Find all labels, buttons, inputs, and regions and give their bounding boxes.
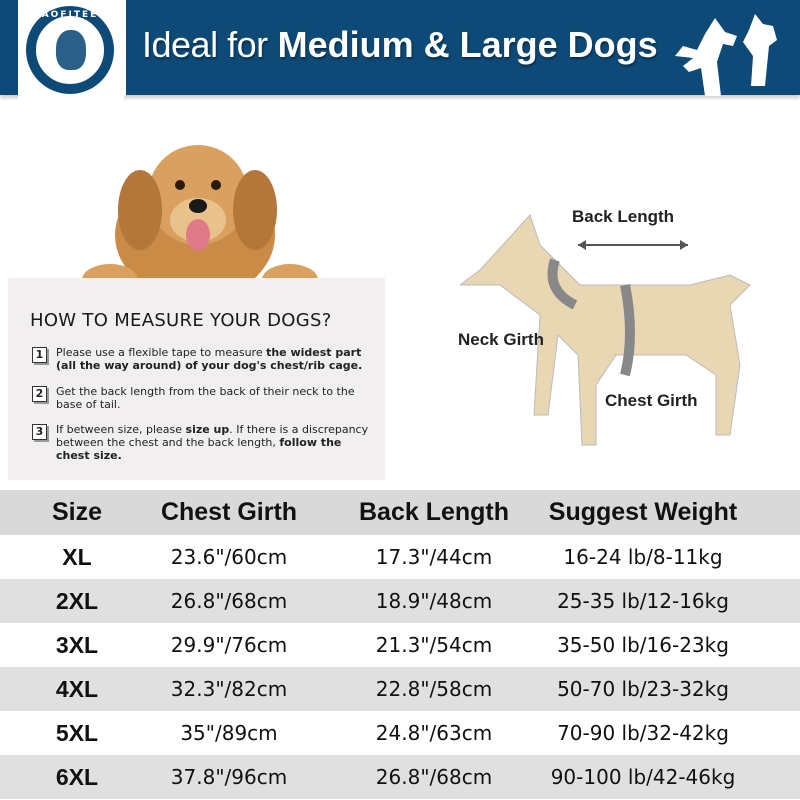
dogs-silhouette-icon xyxy=(675,14,777,96)
instruction-step: 1 Please use a flexible tape to measure t… xyxy=(32,346,377,372)
table-cell: 22.8"/58cm xyxy=(375,677,493,701)
table-row: 4XL 32.3"/82cm 22.8"/58cm 50-70 lb/23-32kg xyxy=(0,667,800,711)
table-cell: 5XL xyxy=(55,719,99,746)
instruction-step: 2 Get the back length from the back of th… xyxy=(32,385,377,411)
table-cell: 23.6"/60cm xyxy=(170,545,288,569)
instruction-step: 3 If between size, please size up. If the… xyxy=(32,423,377,462)
header-banner: Ideal for Medium & Large Dogs xyxy=(0,0,800,96)
table-cell: 35"/89cm xyxy=(180,721,278,745)
table-cell: XL xyxy=(62,543,92,570)
table-cell: 26.8"/68cm xyxy=(375,765,493,789)
table-cell: 2XL xyxy=(55,587,99,614)
table-cell: 29.9"/76cm xyxy=(170,633,288,657)
table-cell: 50-70 lb/23-32kg xyxy=(557,677,729,701)
golden-retriever-image xyxy=(82,145,318,300)
table-header-row: Size Chest Girth Back Length Suggest Weight xyxy=(0,490,800,535)
banner-title: Ideal for Medium & Large Dogs xyxy=(142,24,658,65)
table-cell: 32.3"/82cm xyxy=(170,677,288,701)
instructions-heading: HOW TO MEASURE YOUR DOGS? xyxy=(30,310,332,331)
back-length-label: Back Length xyxy=(572,207,675,226)
measuring-instructions: HOW TO MEASURE YOUR DOGS? 1 Please use a … xyxy=(8,278,385,480)
table-row: 2XL 26.8"/68cm 18.9"/48cm 25-35 lb/12-16kg xyxy=(0,579,800,623)
table-cell: 4XL xyxy=(55,675,99,702)
table-row: 6XL 37.8"/96cm 26.8"/68cm 90-100 lb/42-46kg xyxy=(0,755,800,799)
chest-girth-label: Chest Girth xyxy=(605,391,698,410)
table-cell: Chest Girth xyxy=(160,498,298,526)
table-cell: 24.8"/63cm xyxy=(375,721,493,745)
table-row: XL 23.6"/60cm 17.3"/44cm 16-24 lb/8-11kg xyxy=(0,535,800,579)
table-row: 3XL 29.9"/76cm 21.3"/54cm 35-50 lb/16-23kg xyxy=(0,623,800,667)
table-cell: Suggest Weight xyxy=(548,498,738,526)
table-cell: 35-50 lb/16-23kg xyxy=(557,633,729,657)
table-cell: 16-24 lb/8-11kg xyxy=(563,545,723,569)
table-cell: 26.8"/68cm xyxy=(170,589,288,613)
table-row: 5XL 35"/89cm 24.8"/63cm 70-90 lb/32-42kg xyxy=(0,711,800,755)
table-cell: 3XL xyxy=(55,631,99,658)
table-cell: 17.3"/44cm xyxy=(375,545,493,569)
table-cell: 6XL xyxy=(55,763,99,790)
brand-logo: AOFITEE xyxy=(18,0,126,118)
husky-mascot-icon xyxy=(56,30,86,70)
table-cell: Back Length xyxy=(358,498,510,526)
table-cell: 18.9"/48cm xyxy=(375,589,493,613)
table-cell: 90-100 lb/42-46kg xyxy=(550,765,736,789)
dog-measurement-diagram xyxy=(460,214,751,446)
size-chart-table: Size Chest Girth Back Length Suggest Weight… xyxy=(0,490,800,799)
table-cell: 21.3"/54cm xyxy=(375,633,493,657)
table-cell: 70-90 lb/32-42kg xyxy=(557,721,729,745)
table-cell: Size xyxy=(51,498,103,526)
neck-girth-label: Neck Girth xyxy=(458,330,544,349)
table-cell: 25-35 lb/12-16kg xyxy=(557,589,729,613)
table-cell: 37.8"/96cm xyxy=(170,765,288,789)
